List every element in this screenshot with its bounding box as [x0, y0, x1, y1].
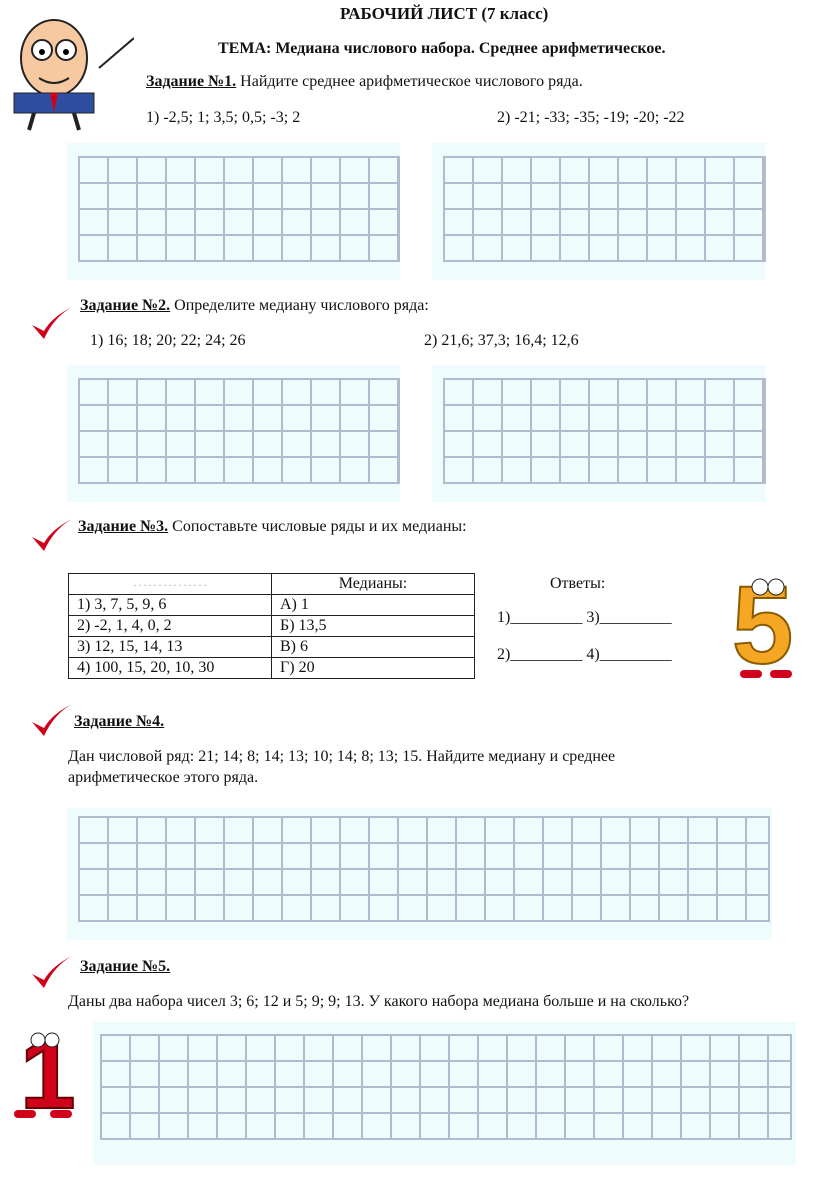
table-row: 2) -2, 1, 4, 0, 2 Б) 13,5 [68, 615, 475, 637]
task4-line1: Дан числовой ряд: 21; 14; 8; 14; 13; 10;… [68, 748, 616, 765]
answer-grid[interactable] [432, 143, 766, 280]
page-title: РАБОЧИЙ ЛИСТ (7 класс) [340, 4, 549, 23]
topic: ТЕМА: Медиана числового набора. Среднее … [218, 40, 666, 57]
table-row: 4) 100, 15, 20, 10, 30 Г) 20 [68, 657, 475, 679]
table-header-medians: Медианы: [271, 573, 475, 595]
task1-text: Найдите среднее арифметическое числового… [236, 73, 583, 90]
checkmark-icon [32, 307, 72, 339]
answer-grid[interactable] [67, 808, 772, 940]
table-row: 3) 12, 15, 14, 13 В) 6 [68, 636, 475, 658]
task1-item2: 2) -21; -33; -35; -19; -20; -22 [497, 109, 685, 126]
task5-label: Задание №5. [80, 958, 171, 975]
task2-text: Определите медиану числового ряда: [170, 297, 429, 314]
task5-text: Даны два набора чисел 3; 6; 12 и 5; 9; 9… [68, 993, 690, 1010]
checkmark-icon [32, 956, 72, 988]
task2-label: Задание №2. [80, 297, 171, 314]
checkmark-icon [32, 519, 72, 551]
answer-grid[interactable] [432, 365, 766, 502]
number-one-cartoon-icon: 1 [14, 1020, 77, 1122]
answer-grid[interactable] [67, 365, 400, 502]
task1-label: Задание №1. [146, 73, 237, 90]
task2-item1: 1) 16; 18; 20; 22; 24; 26 [90, 332, 246, 349]
answers-label: Ответы: [550, 575, 606, 592]
task3-label: Задание №3. [78, 518, 169, 535]
table-header-series: . . . . . . . . . . . . . . . [68, 573, 272, 595]
task1-heading: Задание №1. Найдите среднее арифметическ… [146, 73, 583, 91]
answer-line-2[interactable]: 2)_________ 4)_________ [497, 646, 672, 663]
table-row: 1) 3, 7, 5, 9, 6 А) 1 [68, 594, 475, 616]
task2-heading: Задание №2. Определите медиану числового… [80, 297, 429, 315]
checkmark-icon [32, 704, 72, 736]
task4-line2: арифметическое этого ряда. [68, 769, 259, 786]
answer-grid[interactable] [93, 1022, 796, 1165]
matching-table: . . . . . . . . . . . . . . . Медианы: 1)… [68, 573, 475, 679]
task3-text: Сопоставьте числовые ряды и их медианы: [168, 518, 467, 535]
answer-grid[interactable] [67, 143, 400, 280]
task3-heading: Задание №3. Сопоставьте числовые ряды и … [78, 518, 467, 536]
answer-line-1[interactable]: 1)_________ 3)_________ [497, 609, 672, 626]
task2-item2: 2) 21,6; 37,3; 16,4; 12,6 [424, 332, 579, 349]
task1-item1: 1) -2,5; 1; 3,5; 0,5; -3; 2 [146, 109, 301, 126]
teacher-cartoon-icon [13, 19, 134, 131]
number-five-cartoon-icon: 5 [731, 565, 794, 683]
task4-label: Задание №4. [74, 713, 165, 730]
